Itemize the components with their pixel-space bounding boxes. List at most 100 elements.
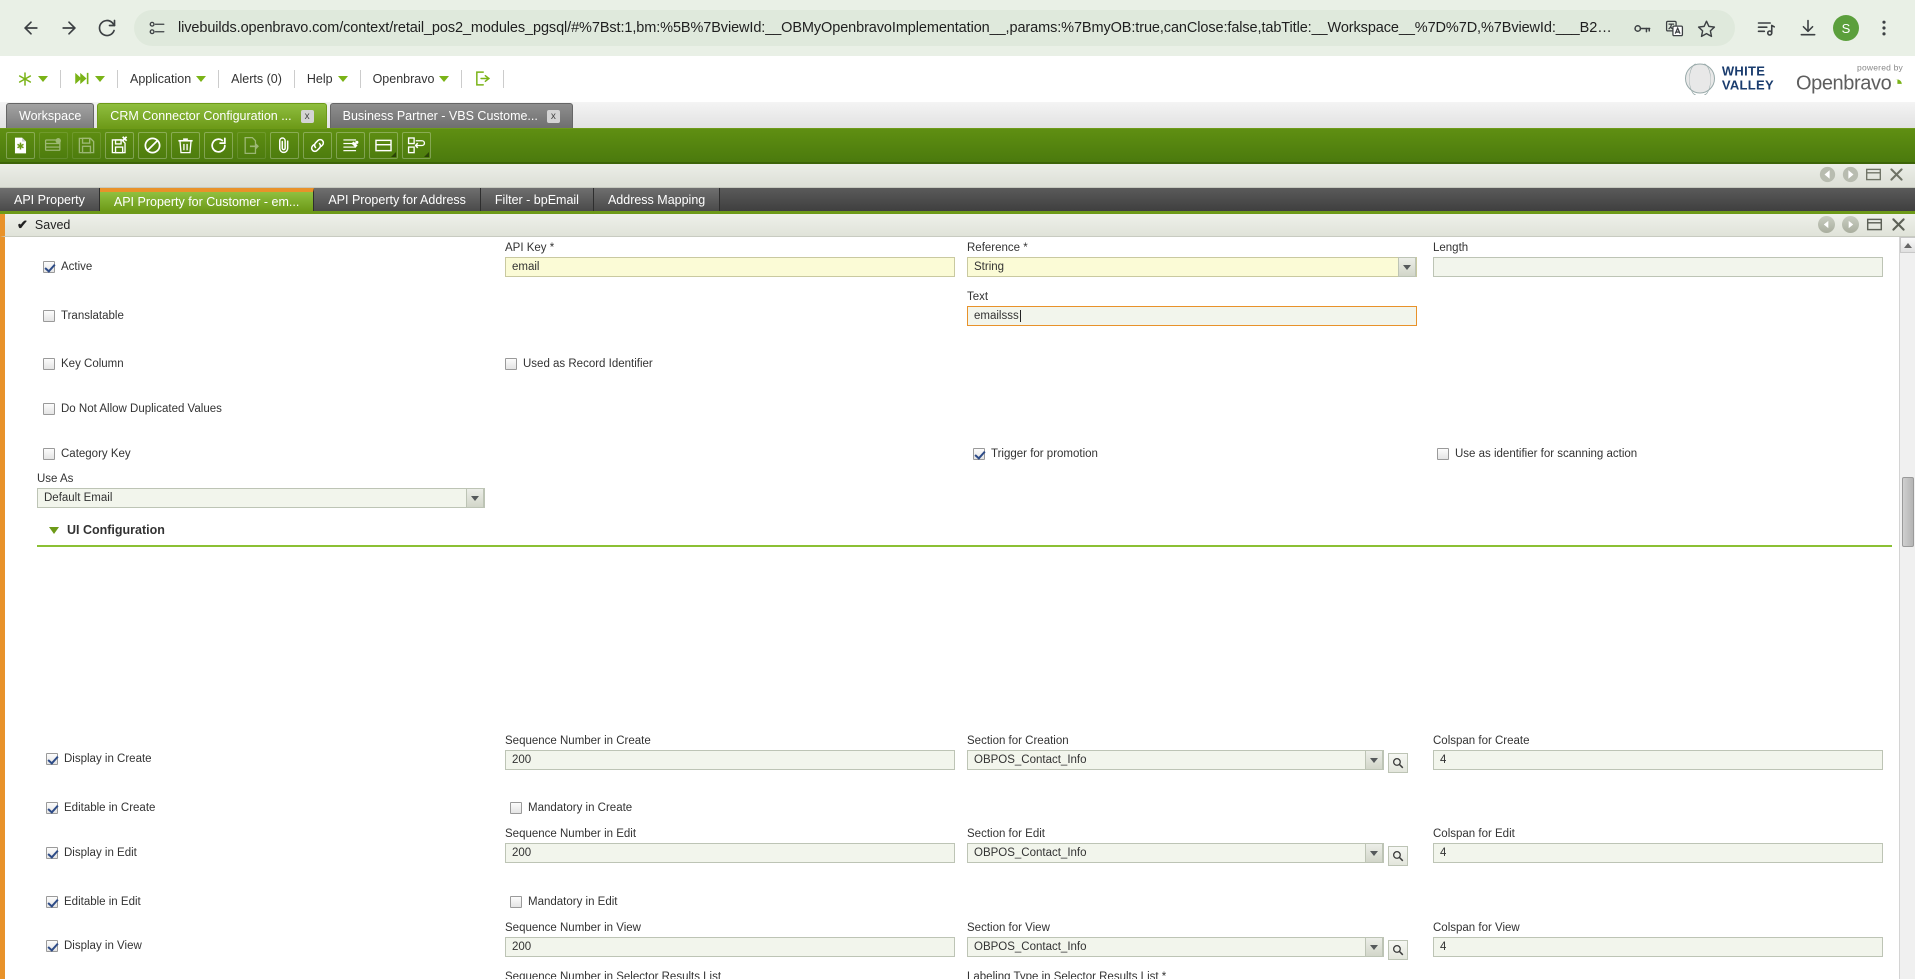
editable-in-edit-checkbox[interactable] (46, 896, 58, 908)
translatable-checkbox[interactable] (43, 310, 55, 322)
grid-view-icon[interactable] (369, 132, 398, 159)
field-active[interactable]: Active (43, 261, 92, 273)
chrome-menu-icon[interactable] (1867, 11, 1901, 45)
download-icon[interactable] (1791, 11, 1825, 45)
chevron-down-icon[interactable] (38, 75, 48, 82)
use-as-identifier-for-scanning-checkbox[interactable] (1437, 448, 1449, 460)
cancel-icon[interactable] (138, 132, 167, 159)
editable-in-create-checkbox[interactable] (46, 802, 58, 814)
text-input[interactable]: emailsss (967, 306, 1417, 326)
section-ui-configuration[interactable]: UI Configuration (49, 523, 165, 537)
app-snowflake-icon[interactable] (10, 68, 55, 90)
chevron-down-icon[interactable] (1365, 843, 1383, 863)
process-icon[interactable] (402, 132, 431, 159)
prev-record-circle-icon[interactable] (1819, 166, 1836, 183)
field-do-not-allow-duplicated-values[interactable]: Do Not Allow Duplicated Values (43, 403, 222, 415)
section-for-creation-search-icon[interactable] (1388, 753, 1408, 773)
menu-application[interactable]: Application (123, 68, 213, 90)
menu-corner-icon[interactable] (391, 152, 396, 157)
scroll-up-icon[interactable] (1900, 237, 1915, 253)
menu-openbravo[interactable]: Openbravo (366, 68, 457, 90)
tab-api-property-for-address[interactable]: API Property for Address (314, 188, 481, 211)
chevron-down-icon[interactable] (337, 75, 348, 82)
used-as-record-identifier-checkbox[interactable] (505, 358, 517, 370)
refresh-icon[interactable] (204, 132, 233, 159)
colspan-for-view-input[interactable]: 4 (1433, 937, 1883, 957)
logout-icon[interactable] (467, 68, 498, 90)
form-vertical-scrollbar[interactable] (1899, 237, 1915, 979)
field-translatable[interactable]: Translatable (43, 310, 124, 322)
colspan-for-create-input[interactable]: 4 (1433, 750, 1883, 770)
site-settings-icon[interactable] (148, 19, 166, 37)
expand-form-icon[interactable] (1866, 216, 1883, 233)
chevron-down-icon[interactable] (95, 75, 105, 82)
section-for-edit-search-icon[interactable] (1388, 846, 1408, 866)
section-for-view-select[interactable]: OBPOS_Contact_Info (967, 937, 1384, 957)
chevron-down-icon[interactable] (1365, 937, 1383, 957)
tab-filter-bpemail[interactable]: Filter - bpEmail (480, 188, 594, 211)
translate-icon[interactable] (1659, 13, 1689, 43)
menu-alerts[interactable]: Alerts (0) (231, 71, 282, 86)
display-in-create-checkbox[interactable] (46, 753, 58, 765)
section-for-creation-select[interactable]: OBPOS_Contact_Info (967, 750, 1384, 770)
next-record-icon[interactable] (1842, 216, 1859, 233)
length-input[interactable] (1433, 257, 1883, 277)
settings-wrench-icon[interactable] (336, 132, 365, 159)
close-icon[interactable]: x (546, 109, 560, 123)
collapse-triangle-icon[interactable] (49, 526, 59, 534)
save-and-close-icon[interactable] (105, 132, 134, 159)
field-display-in-view[interactable]: Display in View (46, 940, 142, 952)
field-mandatory-in-create[interactable]: Mandatory in Create (510, 802, 632, 814)
attachment-icon[interactable] (270, 132, 299, 159)
active-checkbox[interactable] (43, 261, 55, 273)
colspan-for-edit-input[interactable]: 4 (1433, 843, 1883, 863)
forward-icon[interactable] (52, 11, 86, 45)
field-editable-in-edit[interactable]: Editable in Edit (46, 896, 141, 908)
menu-corner-icon[interactable] (424, 152, 429, 157)
new-record-icon[interactable]: ✱ (6, 132, 35, 159)
field-mandatory-in-edit[interactable]: Mandatory in Edit (510, 896, 618, 908)
previous-record-icon[interactable] (1818, 216, 1835, 233)
mandatory-in-edit-checkbox[interactable] (510, 896, 522, 908)
trigger-for-promotion-checkbox[interactable] (973, 448, 985, 460)
close-form-icon[interactable] (1890, 216, 1907, 233)
back-icon[interactable] (14, 11, 48, 45)
next-record-circle-icon[interactable] (1842, 166, 1859, 183)
app-fastforward-icon[interactable] (66, 68, 112, 90)
sequence-number-in-edit-input[interactable]: 200 (505, 843, 955, 863)
use-as-select[interactable]: Default Email (37, 488, 485, 508)
close-icon[interactable]: x (300, 109, 314, 123)
chevron-down-icon[interactable] (1398, 257, 1416, 277)
chevron-down-icon[interactable] (196, 75, 207, 82)
field-trigger-for-promotion[interactable]: Trigger for promotion (973, 448, 1098, 460)
sequence-number-in-create-input[interactable]: 200 (505, 750, 955, 770)
sequence-number-in-view-input[interactable]: 200 (505, 937, 955, 957)
password-key-icon[interactable] (1627, 13, 1657, 43)
window-tab-business-partner[interactable]: Business Partner - VBS Custome... x (329, 103, 573, 128)
key-column-checkbox[interactable] (43, 358, 55, 370)
reading-list-icon[interactable] (1749, 11, 1783, 45)
section-for-view-search-icon[interactable] (1388, 940, 1408, 960)
save-icon[interactable] (72, 132, 101, 159)
tab-api-property-for-customer[interactable]: API Property for Customer - em... (99, 188, 315, 211)
window-tab-workspace[interactable]: Workspace (6, 103, 95, 128)
export-icon[interactable] (237, 132, 266, 159)
delete-icon[interactable] (171, 132, 200, 159)
profile-avatar[interactable]: S (1833, 15, 1859, 41)
scrollbar-thumb[interactable] (1902, 477, 1914, 547)
do-not-allow-duplicated-values-checkbox[interactable] (43, 403, 55, 415)
new-in-grid-icon[interactable] (39, 132, 68, 159)
field-display-in-create[interactable]: Display in Create (46, 753, 152, 765)
field-use-as-identifier-for-scanning[interactable]: Use as identifier for scanning action (1437, 448, 1637, 460)
field-editable-in-create[interactable]: Editable in Create (46, 802, 155, 814)
reference-select[interactable]: String (967, 257, 1417, 277)
reload-icon[interactable] (90, 11, 124, 45)
field-category-key[interactable]: Category Key (43, 448, 131, 460)
section-for-edit-select[interactable]: OBPOS_Contact_Info (967, 843, 1384, 863)
display-in-edit-checkbox[interactable] (46, 847, 58, 859)
menu-help[interactable]: Help (300, 68, 355, 90)
category-key-checkbox[interactable] (43, 448, 55, 460)
address-bar[interactable]: livebuilds.openbravo.com/context/retail_… (134, 10, 1735, 46)
bookmark-star-icon[interactable] (1691, 13, 1721, 43)
chevron-down-icon[interactable] (439, 75, 450, 82)
